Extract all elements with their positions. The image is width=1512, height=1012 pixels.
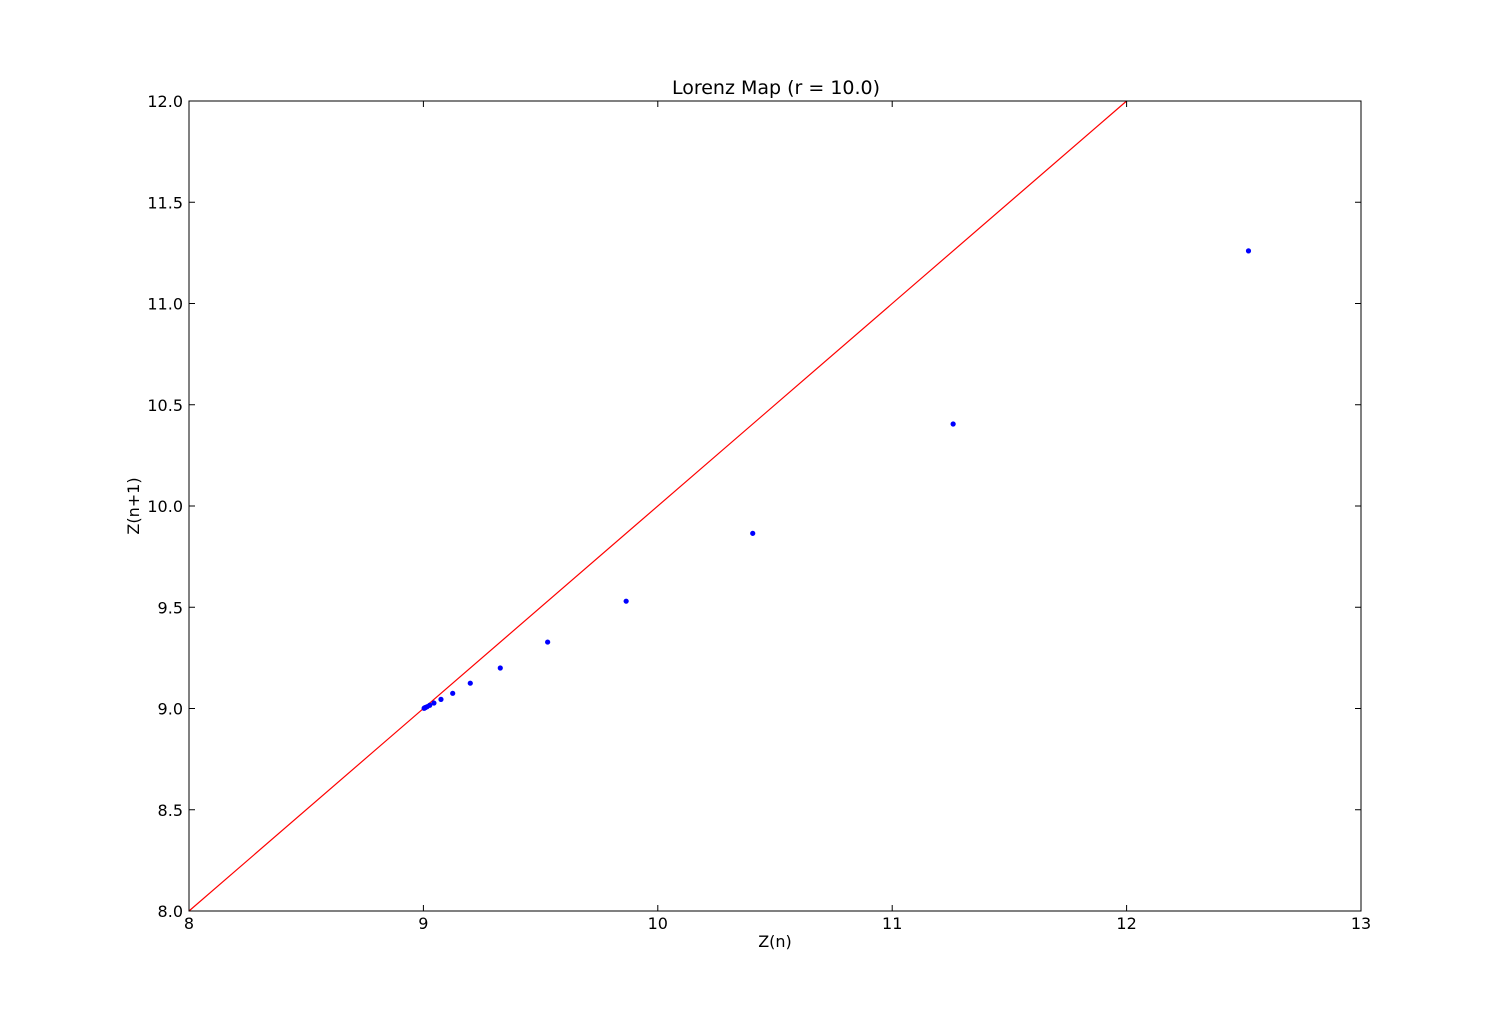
y-tick-label: 10.5 xyxy=(147,396,183,415)
y-tick-label: 10.0 xyxy=(147,497,183,516)
y-axis-label: Z(n+1) xyxy=(124,477,143,534)
y-axis-ticks: 8.0 8.5 9.0 9.5 10.0 10.5 11.0 11.5 12.0 xyxy=(147,92,1361,921)
y-tick-label: 9.0 xyxy=(158,700,183,719)
x-tick-label: 10 xyxy=(648,914,668,933)
data-point xyxy=(467,680,473,686)
x-axis-label: Z(n) xyxy=(758,932,792,951)
data-point xyxy=(421,705,427,711)
y-tick-label: 11.5 xyxy=(147,193,183,212)
data-point xyxy=(431,700,437,706)
x-tick-label: 12 xyxy=(1116,914,1136,933)
data-point xyxy=(438,696,444,702)
x-tick-label: 13 xyxy=(1351,914,1371,933)
y-tick-label: 8.5 xyxy=(158,801,183,820)
chart-title: Lorenz Map (r = 10.0) xyxy=(672,77,880,99)
y-tick-label: 8.0 xyxy=(158,902,183,921)
x-tick-label: 11 xyxy=(882,914,902,933)
x-tick-label: 9 xyxy=(418,914,428,933)
y-tick-label: 9.5 xyxy=(158,598,183,617)
data-point xyxy=(497,665,503,671)
identity-reference-line xyxy=(188,100,1127,912)
plot-area xyxy=(189,101,1361,911)
scatter-points-layer xyxy=(421,248,1252,711)
x-axis-ticks: 8 9 10 11 12 13 xyxy=(184,101,1371,933)
y-tick-label: 12.0 xyxy=(147,92,183,111)
data-point xyxy=(950,421,956,427)
y-tick-label: 11.0 xyxy=(147,295,183,314)
data-point xyxy=(750,530,756,536)
data-point xyxy=(623,598,629,604)
reference-line-layer xyxy=(188,100,1127,912)
data-point xyxy=(1245,248,1252,254)
x-tick-label: 8 xyxy=(184,914,194,933)
data-point xyxy=(450,690,456,696)
data-point xyxy=(545,639,551,645)
